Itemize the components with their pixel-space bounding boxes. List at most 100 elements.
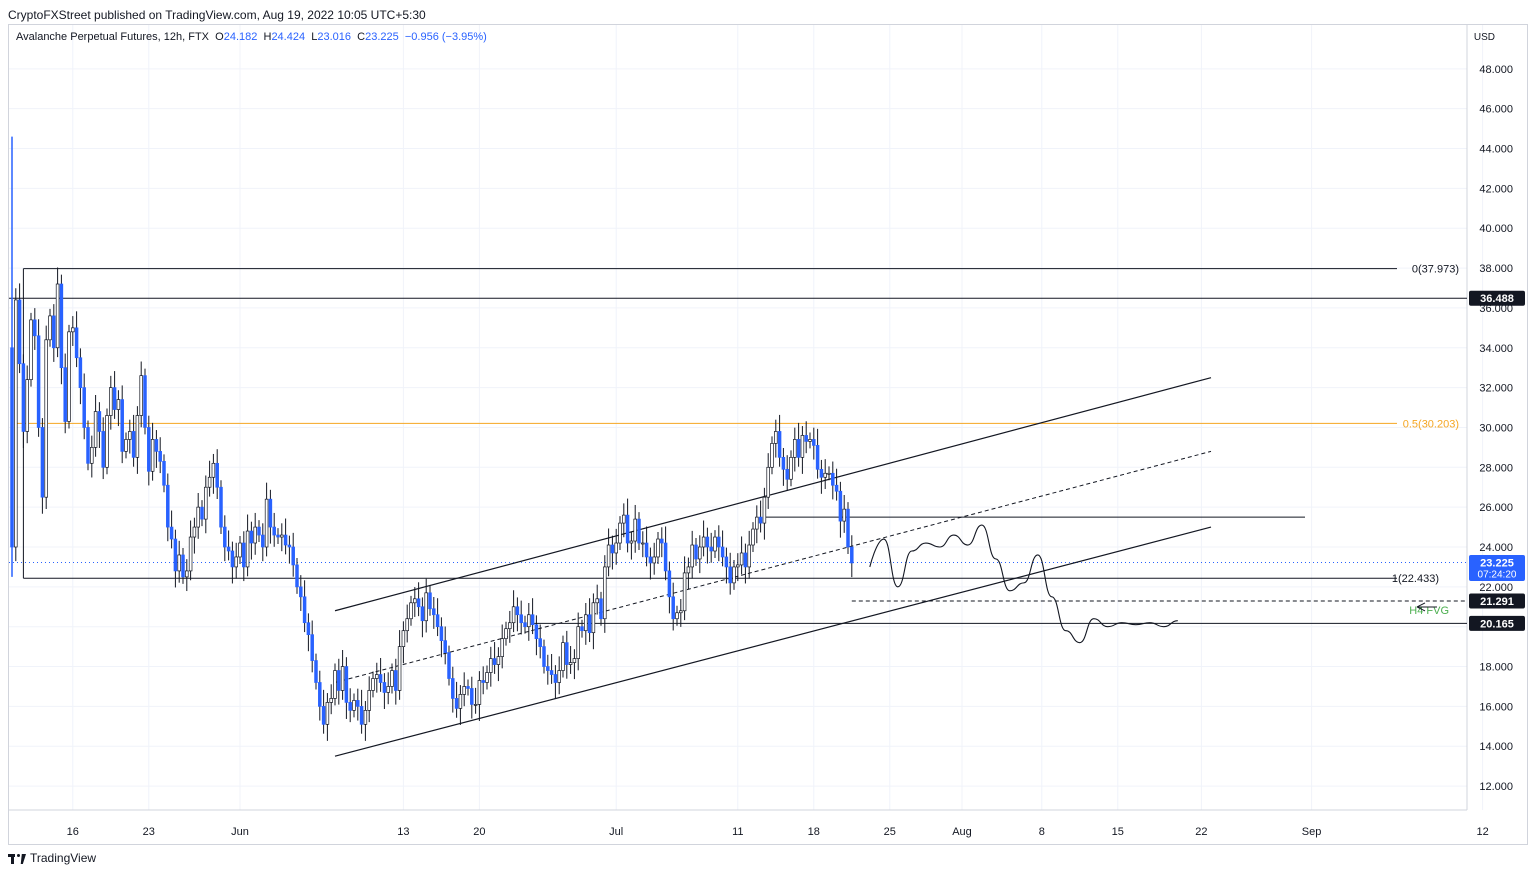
candle-body: [306, 622, 311, 636]
candle-body: [261, 534, 265, 548]
candle-body: [71, 327, 75, 333]
candle-body: [846, 508, 850, 548]
candle-body: [850, 546, 854, 564]
tradingview-footer[interactable]: TradingView: [8, 851, 96, 865]
candle-body: [812, 439, 816, 446]
candle-body: [318, 682, 322, 707]
candle-body: [504, 628, 508, 640]
candle-body: [314, 660, 318, 683]
fvg-arrow-icon: [1416, 602, 1437, 612]
candle-body: [356, 700, 360, 707]
candle-body: [207, 476, 212, 488]
candle-body: [112, 387, 117, 410]
candle-body: [390, 670, 394, 687]
y-tick-label: 16.000: [1479, 701, 1513, 713]
open-value: 24.182: [223, 31, 258, 43]
candle-body: [242, 542, 246, 568]
candle-body: [451, 678, 455, 699]
y-tick-label: 44.000: [1479, 144, 1513, 156]
candle-body: [63, 367, 67, 422]
last-price-tag: 23.225: [1480, 557, 1514, 569]
candle-body: [561, 642, 565, 671]
fib-0-label: 0(37.973): [1412, 264, 1459, 276]
candle-body: [568, 662, 573, 665]
candle-body: [614, 542, 618, 554]
candle-body: [713, 536, 717, 552]
x-tick-label: 8: [1039, 826, 1045, 838]
symbol-legend[interactable]: Avalanche Perpetual Futures, 12h, FTX O2…: [16, 31, 487, 43]
candle-body: [219, 486, 223, 528]
candle-body: [652, 556, 656, 564]
candle-body: [59, 283, 64, 369]
candle-body: [173, 538, 178, 572]
fib-1-label: 1(22.433): [1392, 573, 1439, 585]
candle-body: [686, 566, 691, 574]
x-tick-label: 22: [1195, 826, 1207, 838]
candle-body: [489, 658, 493, 673]
candle-body: [500, 638, 504, 657]
candle-body: [572, 658, 577, 663]
candle-body: [705, 536, 710, 548]
candle-body: [200, 506, 204, 520]
candle-body: [109, 387, 113, 416]
candle-body: [629, 540, 634, 544]
candle-body: [439, 626, 444, 641]
candle-body: [675, 612, 679, 620]
candle-body: [97, 411, 102, 432]
candle-body: [185, 570, 189, 578]
fvg-top-price-tag-bg: [1469, 593, 1525, 609]
price-chart[interactable]: 12.00014.00016.00018.00020.00022.00024.0…: [9, 25, 1529, 846]
candle-body: [481, 680, 485, 683]
candle-body: [291, 546, 295, 566]
candle-body: [375, 674, 379, 679]
candle-body: [424, 592, 428, 622]
candle-body: [188, 536, 193, 572]
candle-body: [162, 460, 166, 486]
y-tick-label: 18.000: [1479, 662, 1513, 674]
candle-body: [310, 634, 314, 661]
candle-body: [804, 435, 808, 442]
candle-body: [264, 498, 269, 548]
candle-body: [268, 498, 273, 528]
y-tick-label: 22.000: [1479, 582, 1513, 594]
last-price-tag-countdown: 07:24:20: [1478, 569, 1517, 580]
x-tick-label: 25: [884, 826, 896, 838]
candle-body: [105, 415, 109, 468]
candle-body: [739, 552, 744, 566]
candle-body: [340, 666, 345, 691]
candle-body: [682, 572, 687, 612]
x-tick-label: 11: [732, 826, 743, 838]
channel-lower-line: [334, 526, 1212, 757]
resistance-price-tag-bg: [1469, 290, 1525, 306]
y-tick-label: 46.000: [1479, 104, 1513, 116]
candle-body: [781, 456, 786, 470]
candle-body: [515, 606, 520, 616]
candle-body: [538, 638, 542, 647]
candle-body: [473, 704, 478, 706]
fib-half-label: 0.5(30.203): [1403, 418, 1459, 430]
candle-body: [409, 602, 413, 620]
candle-body: [698, 546, 702, 560]
candle-body: [838, 490, 843, 522]
currency-label: USD: [1474, 32, 1495, 43]
candle-body: [580, 626, 584, 632]
candle-body: [234, 556, 238, 568]
y-tick-label: 26.000: [1479, 502, 1513, 514]
candle-body: [435, 614, 440, 628]
candle-body: [52, 315, 56, 349]
channel-mid-line: [334, 450, 1212, 683]
close-label: C: [357, 31, 366, 43]
chart-frame[interactable]: 12.00014.00016.00018.00020.00022.00024.0…: [8, 24, 1528, 845]
candle-body: [823, 472, 827, 478]
y-tick-label: 48.000: [1479, 64, 1513, 76]
candle-body: [321, 706, 326, 725]
candle-body: [14, 299, 18, 548]
candle-body: [29, 319, 33, 380]
candle-body: [622, 514, 626, 524]
candle-body: [128, 431, 132, 440]
y-tick-label: 12.000: [1479, 781, 1513, 793]
y-tick-label: 38.000: [1479, 263, 1513, 275]
fvg-bottom-price-tag-bg: [1469, 615, 1525, 631]
publish-info: CryptoFXStreet published on TradingView.…: [8, 8, 426, 22]
candle-body: [523, 622, 527, 628]
